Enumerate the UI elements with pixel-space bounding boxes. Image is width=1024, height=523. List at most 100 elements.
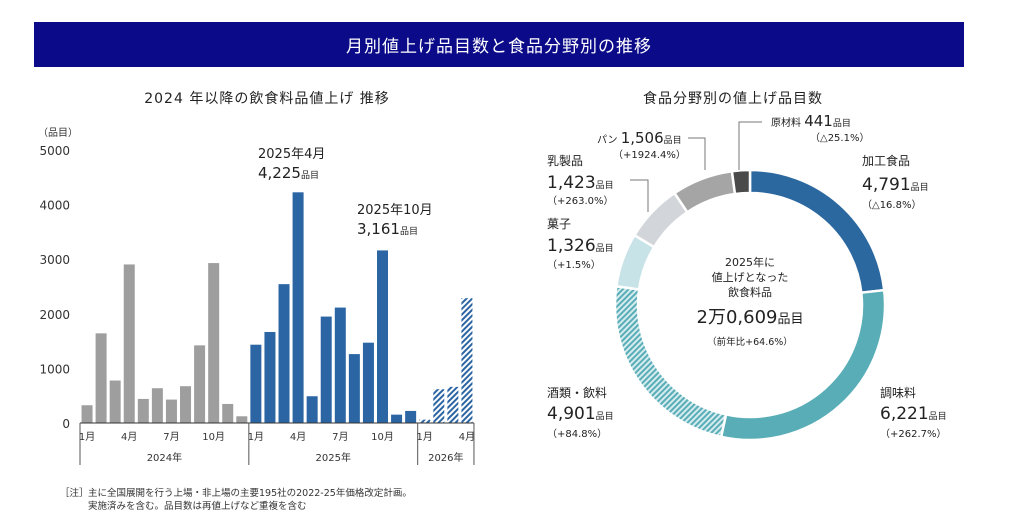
slice-unit: 品目 bbox=[929, 411, 947, 422]
slice-value-label: 6,221品目 bbox=[880, 404, 947, 424]
bar-2024年-2 bbox=[95, 333, 107, 423]
slice-value: 1,423 bbox=[547, 173, 596, 193]
slice-value: 441 bbox=[804, 112, 833, 130]
bar-2025年-8 bbox=[348, 354, 360, 423]
bar-2025年-5 bbox=[306, 396, 318, 423]
bar-2024年-5 bbox=[137, 398, 149, 423]
slice-value-label: 4,791品目 bbox=[862, 175, 929, 195]
slice-name: 酒類・飲料 bbox=[547, 385, 607, 400]
bar-2025年-9 bbox=[362, 342, 374, 423]
slice-value-label: 4,901品目 bbox=[547, 404, 614, 424]
annotation-oct-2025-label: 2025年10月 bbox=[357, 203, 433, 218]
slice-change: （△16.8%） bbox=[862, 199, 921, 211]
donut-slice-原材料 bbox=[730, 168, 752, 196]
bar-2024年-7 bbox=[165, 399, 177, 423]
x-tick-label: 10月 bbox=[371, 431, 394, 443]
slice-unit: 品目 bbox=[664, 135, 682, 146]
bar-2024年-4 bbox=[123, 264, 135, 423]
bar-2024年-12 bbox=[236, 416, 248, 423]
slice-name: パン bbox=[597, 134, 621, 146]
slice-name: 加工食品 bbox=[862, 153, 910, 168]
slice-unit: 品目 bbox=[596, 243, 614, 254]
bar-2024年-11 bbox=[222, 403, 234, 423]
bar-chart-title: 2024 年以降の飲食料品値上げ 推移 bbox=[144, 90, 390, 107]
svg-text:2万0,609品目: 2万0,609品目 bbox=[697, 307, 804, 328]
slice-name: 調味料 bbox=[880, 386, 916, 400]
slice-value: 4,791 bbox=[862, 175, 911, 195]
leader-line-bread bbox=[688, 137, 706, 170]
donut-center-line-3: 飲食料品 bbox=[728, 285, 772, 299]
x-tick-label: 7月 bbox=[332, 431, 348, 443]
x-tick-label: 4月 bbox=[121, 431, 137, 443]
bar-2025年-2 bbox=[264, 331, 276, 423]
bar-2025年-4 bbox=[292, 192, 304, 423]
y-tick-label: 3000 bbox=[39, 253, 70, 267]
annotation-oct-2025-value: 3,161 bbox=[357, 220, 400, 238]
slice-unit: 品目 bbox=[596, 180, 614, 191]
bar-2025年-7 bbox=[334, 307, 346, 423]
x-tick-label: 1月 bbox=[248, 431, 264, 443]
slice-unit: 品目 bbox=[833, 118, 851, 129]
slice-change: （+262.7%） bbox=[880, 428, 947, 440]
slice-value-label: 1,423品目 bbox=[547, 173, 614, 193]
slice-name: 菓子 bbox=[547, 217, 571, 231]
slice-change: （+84.8%） bbox=[547, 428, 607, 440]
y-tick-label: 2000 bbox=[39, 308, 70, 322]
bar-2024年-9 bbox=[194, 345, 206, 423]
x-tick-label: 10月 bbox=[202, 431, 225, 443]
note-line-2: 実施済みを含む。品目数は再値上げなど重複を含む bbox=[88, 500, 307, 512]
donut-center-yoy: （前年比+64.6%） bbox=[707, 336, 793, 348]
slice-change: （+263.0%） bbox=[547, 195, 614, 207]
bar-2025年-6 bbox=[320, 316, 332, 423]
slice-change: （+1.5%） bbox=[547, 259, 601, 271]
x-tick-label: 4月 bbox=[459, 431, 475, 443]
bar-2026年-1 bbox=[419, 419, 431, 423]
donut-center-line-2: 値上げとなった bbox=[712, 271, 789, 284]
bar-2025年-12 bbox=[405, 410, 417, 423]
donut-center-line-1: 2025年に bbox=[725, 255, 775, 269]
bar-2026年-4 bbox=[461, 298, 473, 423]
year-label: 2026年 bbox=[428, 451, 463, 464]
donut-chart-title: 食品分野別の値上げ品目数 bbox=[643, 90, 823, 107]
bar-2024年-8 bbox=[180, 386, 192, 423]
banner-title: 月別値上げ品目数と食品分野別の推移 bbox=[34, 22, 964, 67]
slice-change: （△25.1%） bbox=[810, 132, 869, 144]
x-tick-label: 1月 bbox=[79, 431, 95, 443]
slice-value: 4,901 bbox=[547, 404, 596, 424]
slice-value: 6,221 bbox=[880, 404, 929, 424]
note-prefix: ［注］ bbox=[60, 487, 89, 499]
bar-2025年-3 bbox=[278, 284, 290, 423]
donut-center-total: 2万0,609 bbox=[697, 307, 778, 328]
bar-2025年-1 bbox=[250, 344, 262, 423]
bar-2025年-11 bbox=[391, 414, 403, 423]
year-label: 2024年 bbox=[147, 451, 182, 464]
bar-2024年-10 bbox=[208, 263, 220, 423]
slice-value-label: 原材料 441品目 bbox=[771, 112, 851, 130]
bar-2026年-2 bbox=[433, 389, 445, 423]
slice-name: 乳製品 bbox=[547, 154, 583, 168]
x-tick-label: 4月 bbox=[290, 431, 306, 443]
x-tick-label: 7月 bbox=[163, 431, 179, 443]
annotation-oct-2025-unit: 品目 bbox=[400, 226, 418, 237]
donut-slice-パン bbox=[672, 169, 737, 214]
slice-value: 1,506 bbox=[621, 129, 664, 147]
slice-value: 1,326 bbox=[547, 236, 596, 256]
slice-value-label: 1,326品目 bbox=[547, 236, 614, 256]
annotation-apr-2025-label: 2025年4月 bbox=[258, 147, 325, 162]
bar-2024年-1 bbox=[81, 405, 93, 423]
leader-line-raw-materials bbox=[738, 121, 762, 170]
annotation-apr-2025-value: 4,225 bbox=[258, 164, 301, 182]
y-tick-label: 1000 bbox=[39, 362, 70, 376]
bar-2026年-3 bbox=[447, 386, 459, 423]
leader-line-dairy bbox=[630, 179, 649, 212]
svg-text:4,225品目: 4,225品目 bbox=[258, 164, 319, 182]
donut-center-unit: 品目 bbox=[777, 312, 803, 327]
year-label: 2025年 bbox=[316, 451, 351, 464]
x-tick-label: 1月 bbox=[417, 431, 433, 443]
slice-unit: 品目 bbox=[596, 411, 614, 422]
bar-2024年-3 bbox=[109, 380, 121, 423]
bar-2024年-6 bbox=[151, 388, 163, 423]
slice-change: （+1924.4%） bbox=[613, 149, 686, 161]
y-tick-label: 5000 bbox=[39, 144, 70, 158]
